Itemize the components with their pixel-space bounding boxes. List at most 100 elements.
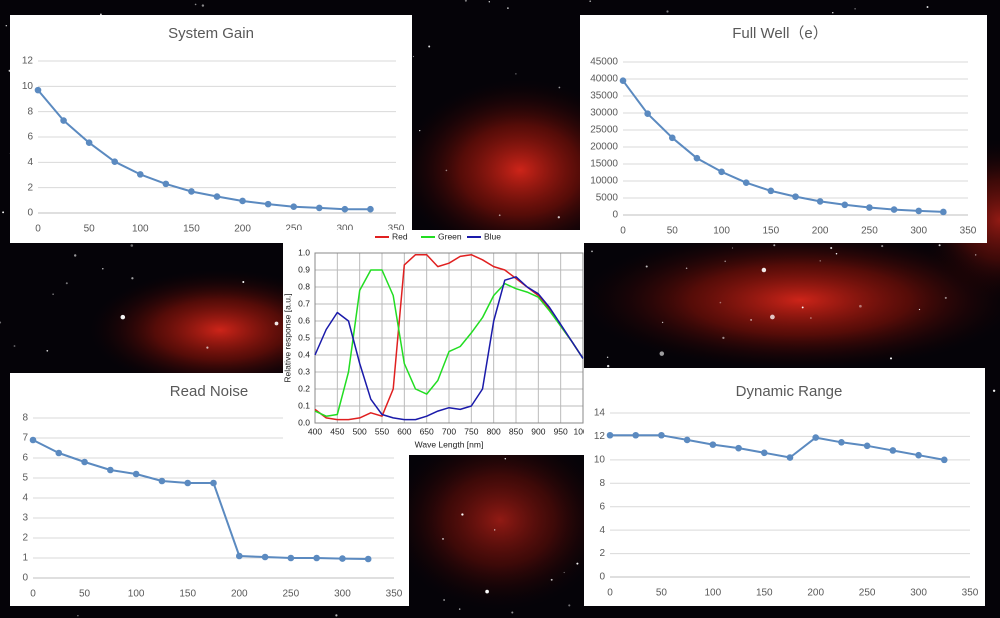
x-tick-label: 650 (420, 426, 434, 436)
y-tick-label: 0.0 (298, 417, 310, 427)
data-point (940, 456, 948, 464)
data-line (37, 89, 371, 211)
x-tick-label: 250 (285, 224, 302, 235)
data-point (718, 168, 725, 176)
x-tick-label: 600 (397, 426, 411, 436)
chart-panel: Dynamic Range 0 2 4 6 8 10 12 14 0 50 100 150 200 250 3… (584, 368, 985, 606)
y-tick-label: 3 (22, 513, 28, 524)
y-tick-label: 4 (599, 525, 605, 536)
data-point (55, 449, 63, 457)
y-tick-label: 25000 (590, 125, 618, 136)
data-point (838, 438, 845, 446)
y-tick-label: 8 (27, 106, 33, 117)
data-point (315, 204, 323, 212)
chart-panel: 0.0 0.1 0.2 0.3 0.4 0.5 0.6 0.7 0.8 0.9 1.0 400 450 5… (283, 230, 584, 455)
data-line (314, 276, 584, 421)
data-point (940, 208, 947, 216)
data-point (683, 436, 691, 444)
x-tick-label: 0 (607, 588, 613, 599)
data-point (29, 436, 37, 444)
data-point (367, 205, 374, 213)
x-tick-label: 250 (859, 588, 876, 599)
data-point (742, 179, 750, 186)
data-point (863, 442, 871, 450)
y-tick-label: 45000 (590, 57, 618, 68)
data-point (313, 554, 320, 562)
x-tick-label: 800 (487, 426, 501, 436)
y-tick-label: 6 (599, 501, 605, 512)
data-point (213, 193, 221, 200)
data-point (132, 470, 140, 478)
data-point (136, 171, 144, 178)
x-tick-label: 100 (713, 226, 730, 237)
y-tick-label: 1 (22, 553, 28, 564)
y-tick-label: 8 (599, 478, 605, 489)
y-tick-label: 0 (22, 573, 28, 584)
y-tick-label: 0.8 (298, 281, 310, 291)
y-tick-label: 0.6 (298, 315, 310, 325)
y-tick-label: 8 (22, 413, 28, 424)
data-point (890, 206, 898, 213)
y-tick-label: 2 (27, 182, 33, 193)
data-point (158, 477, 166, 485)
data-point (735, 444, 742, 452)
x-tick-label: 100 (705, 588, 722, 599)
data-point (60, 117, 67, 124)
chart-title: System Gain (168, 25, 254, 42)
data-point (261, 553, 269, 561)
data-point (760, 449, 768, 457)
x-tick-label: 400 (308, 426, 322, 436)
data-point (34, 86, 42, 94)
y-tick-label: 0.1 (298, 400, 310, 410)
y-tick-label: 0.3 (298, 366, 310, 376)
y-tick-label: 0 (27, 208, 33, 219)
y-tick-label: 12 (594, 431, 606, 442)
data-line (622, 80, 944, 213)
legend-label: Green (438, 231, 462, 241)
x-tick-label: 550 (375, 426, 389, 436)
x-tick-label: 200 (812, 226, 829, 237)
data-point (235, 552, 243, 560)
x-tick-label: 150 (756, 588, 773, 599)
x-tick-label: 100 (128, 589, 145, 600)
plot-frame (314, 252, 584, 424)
x-tick-label: 150 (179, 589, 196, 600)
data-point (812, 434, 820, 441)
chart-title: Full Well（e） (732, 25, 828, 42)
x-tick-label: 50 (84, 224, 96, 235)
x-tick-label: 350 (388, 224, 405, 235)
panel-background (10, 15, 412, 243)
data-point (658, 431, 665, 439)
y-tick-label: 0.7 (298, 298, 310, 308)
panel-background (283, 230, 584, 455)
x-tick-label: 200 (807, 588, 824, 599)
y-tick-label: 0.4 (298, 349, 310, 359)
y-tick-label: 5 (22, 473, 28, 484)
data-point (668, 134, 676, 142)
y-tick-label: 2 (22, 533, 28, 544)
data-point (619, 77, 627, 84)
y-tick-label: 10000 (590, 176, 618, 187)
panel-background (584, 368, 985, 606)
x-tick-label: 0 (30, 589, 36, 600)
data-point (239, 197, 246, 205)
x-tick-label: 350 (960, 226, 977, 237)
x-tick-label: 300 (337, 224, 354, 235)
y-tick-label: 0 (599, 572, 605, 583)
data-point (111, 158, 119, 165)
x-tick-label: 50 (79, 589, 91, 600)
data-point (290, 203, 298, 210)
data-point (264, 200, 272, 208)
data-point (85, 139, 93, 146)
x-axis-label: Wave Length [nm] (415, 439, 484, 449)
y-tick-label: 10 (22, 81, 34, 92)
y-tick-label: 5000 (596, 193, 619, 204)
chart-title: Read Noise (170, 383, 248, 400)
y-tick-label: 1.0 (298, 247, 310, 257)
y-tick-label: 0.5 (298, 332, 310, 342)
data-point (606, 431, 614, 439)
chart-title: Dynamic Range (736, 383, 843, 400)
chart-panel: System Gain 0 2 4 6 8 10 12 0 50 100 150 200 250 300 35… (10, 15, 412, 243)
data-point (188, 188, 195, 195)
data-point (632, 431, 640, 439)
